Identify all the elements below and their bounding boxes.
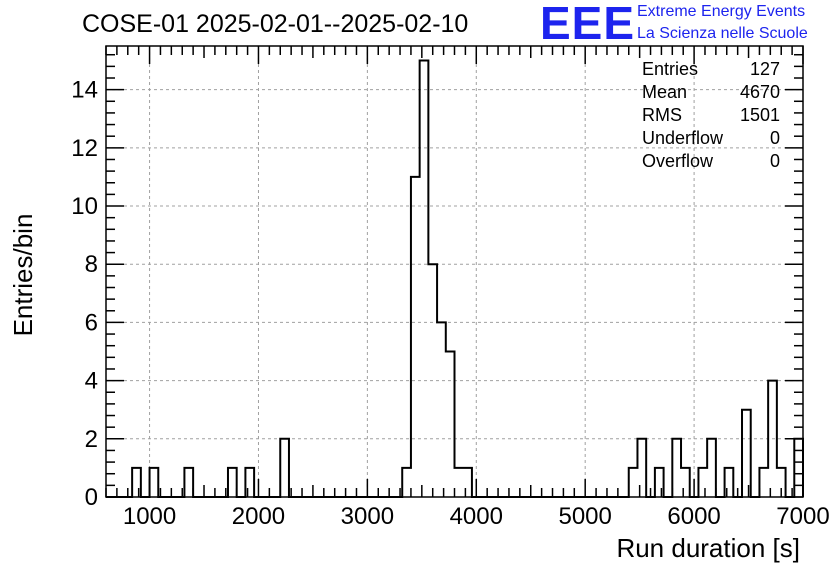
x-tick-label: 6000 <box>667 503 720 530</box>
stat-label: RMS <box>642 105 682 125</box>
stat-row-rms: RMS 1501 <box>642 104 780 127</box>
stat-label: Entries <box>642 59 699 79</box>
stat-value: 4670 <box>739 82 780 102</box>
histogram-outline <box>106 59 804 498</box>
x-tick-label: 7000 <box>776 503 829 530</box>
stat-row-mean: Mean 4670 <box>642 81 780 104</box>
x-tick-label: 2000 <box>232 503 285 530</box>
y-tick-label: 12 <box>71 135 98 162</box>
eee-logo: EEE <box>540 0 636 49</box>
y-tick-label: 4 <box>85 368 98 395</box>
stat-label: Underflow <box>642 128 724 148</box>
y-tick-label: 0 <box>85 484 98 511</box>
axis-ticks <box>105 46 804 498</box>
y-axis-label: Entries/bin <box>8 213 38 337</box>
logo-text-line2: La Scienza nelle Scuole <box>637 25 808 42</box>
stat-row-entries: Entries 127 <box>642 58 780 81</box>
y-tick-label: 10 <box>71 193 98 220</box>
y-tick-label: 8 <box>85 251 98 278</box>
logo-text-line1: Extreme Energy Events <box>637 3 806 20</box>
tick-labels: 1000 2000 3000 4000 5000 6000 7000 0 2 4 6 8 10 12 14 <box>71 77 829 530</box>
stats-box: Entries 127 Mean 4670 RMS 1501 Underflow 0 Overf… <box>642 58 780 173</box>
stat-label: Overflow <box>642 151 714 171</box>
stat-row-underflow: Underflow 0 <box>642 127 780 150</box>
stat-label: Mean <box>642 82 688 102</box>
chart-title: COSE-01 2025-02-01--2025-02-10 <box>82 10 469 38</box>
stat-row-overflow: Overflow 0 <box>642 150 780 173</box>
x-axis-label: Run duration [s] <box>616 533 800 563</box>
y-tick-label: 2 <box>85 426 98 453</box>
stat-value: 0 <box>769 128 780 148</box>
y-tick-label: 14 <box>71 77 98 104</box>
y-tick-label: 6 <box>85 309 98 336</box>
x-tick-label: 1000 <box>123 503 176 530</box>
x-tick-label: 3000 <box>341 503 394 530</box>
x-tick-label: 5000 <box>558 503 611 530</box>
stat-value: 0 <box>769 151 780 171</box>
stat-value: 1501 <box>739 105 780 125</box>
x-tick-label: 4000 <box>450 503 503 530</box>
stat-value: 127 <box>749 59 780 79</box>
